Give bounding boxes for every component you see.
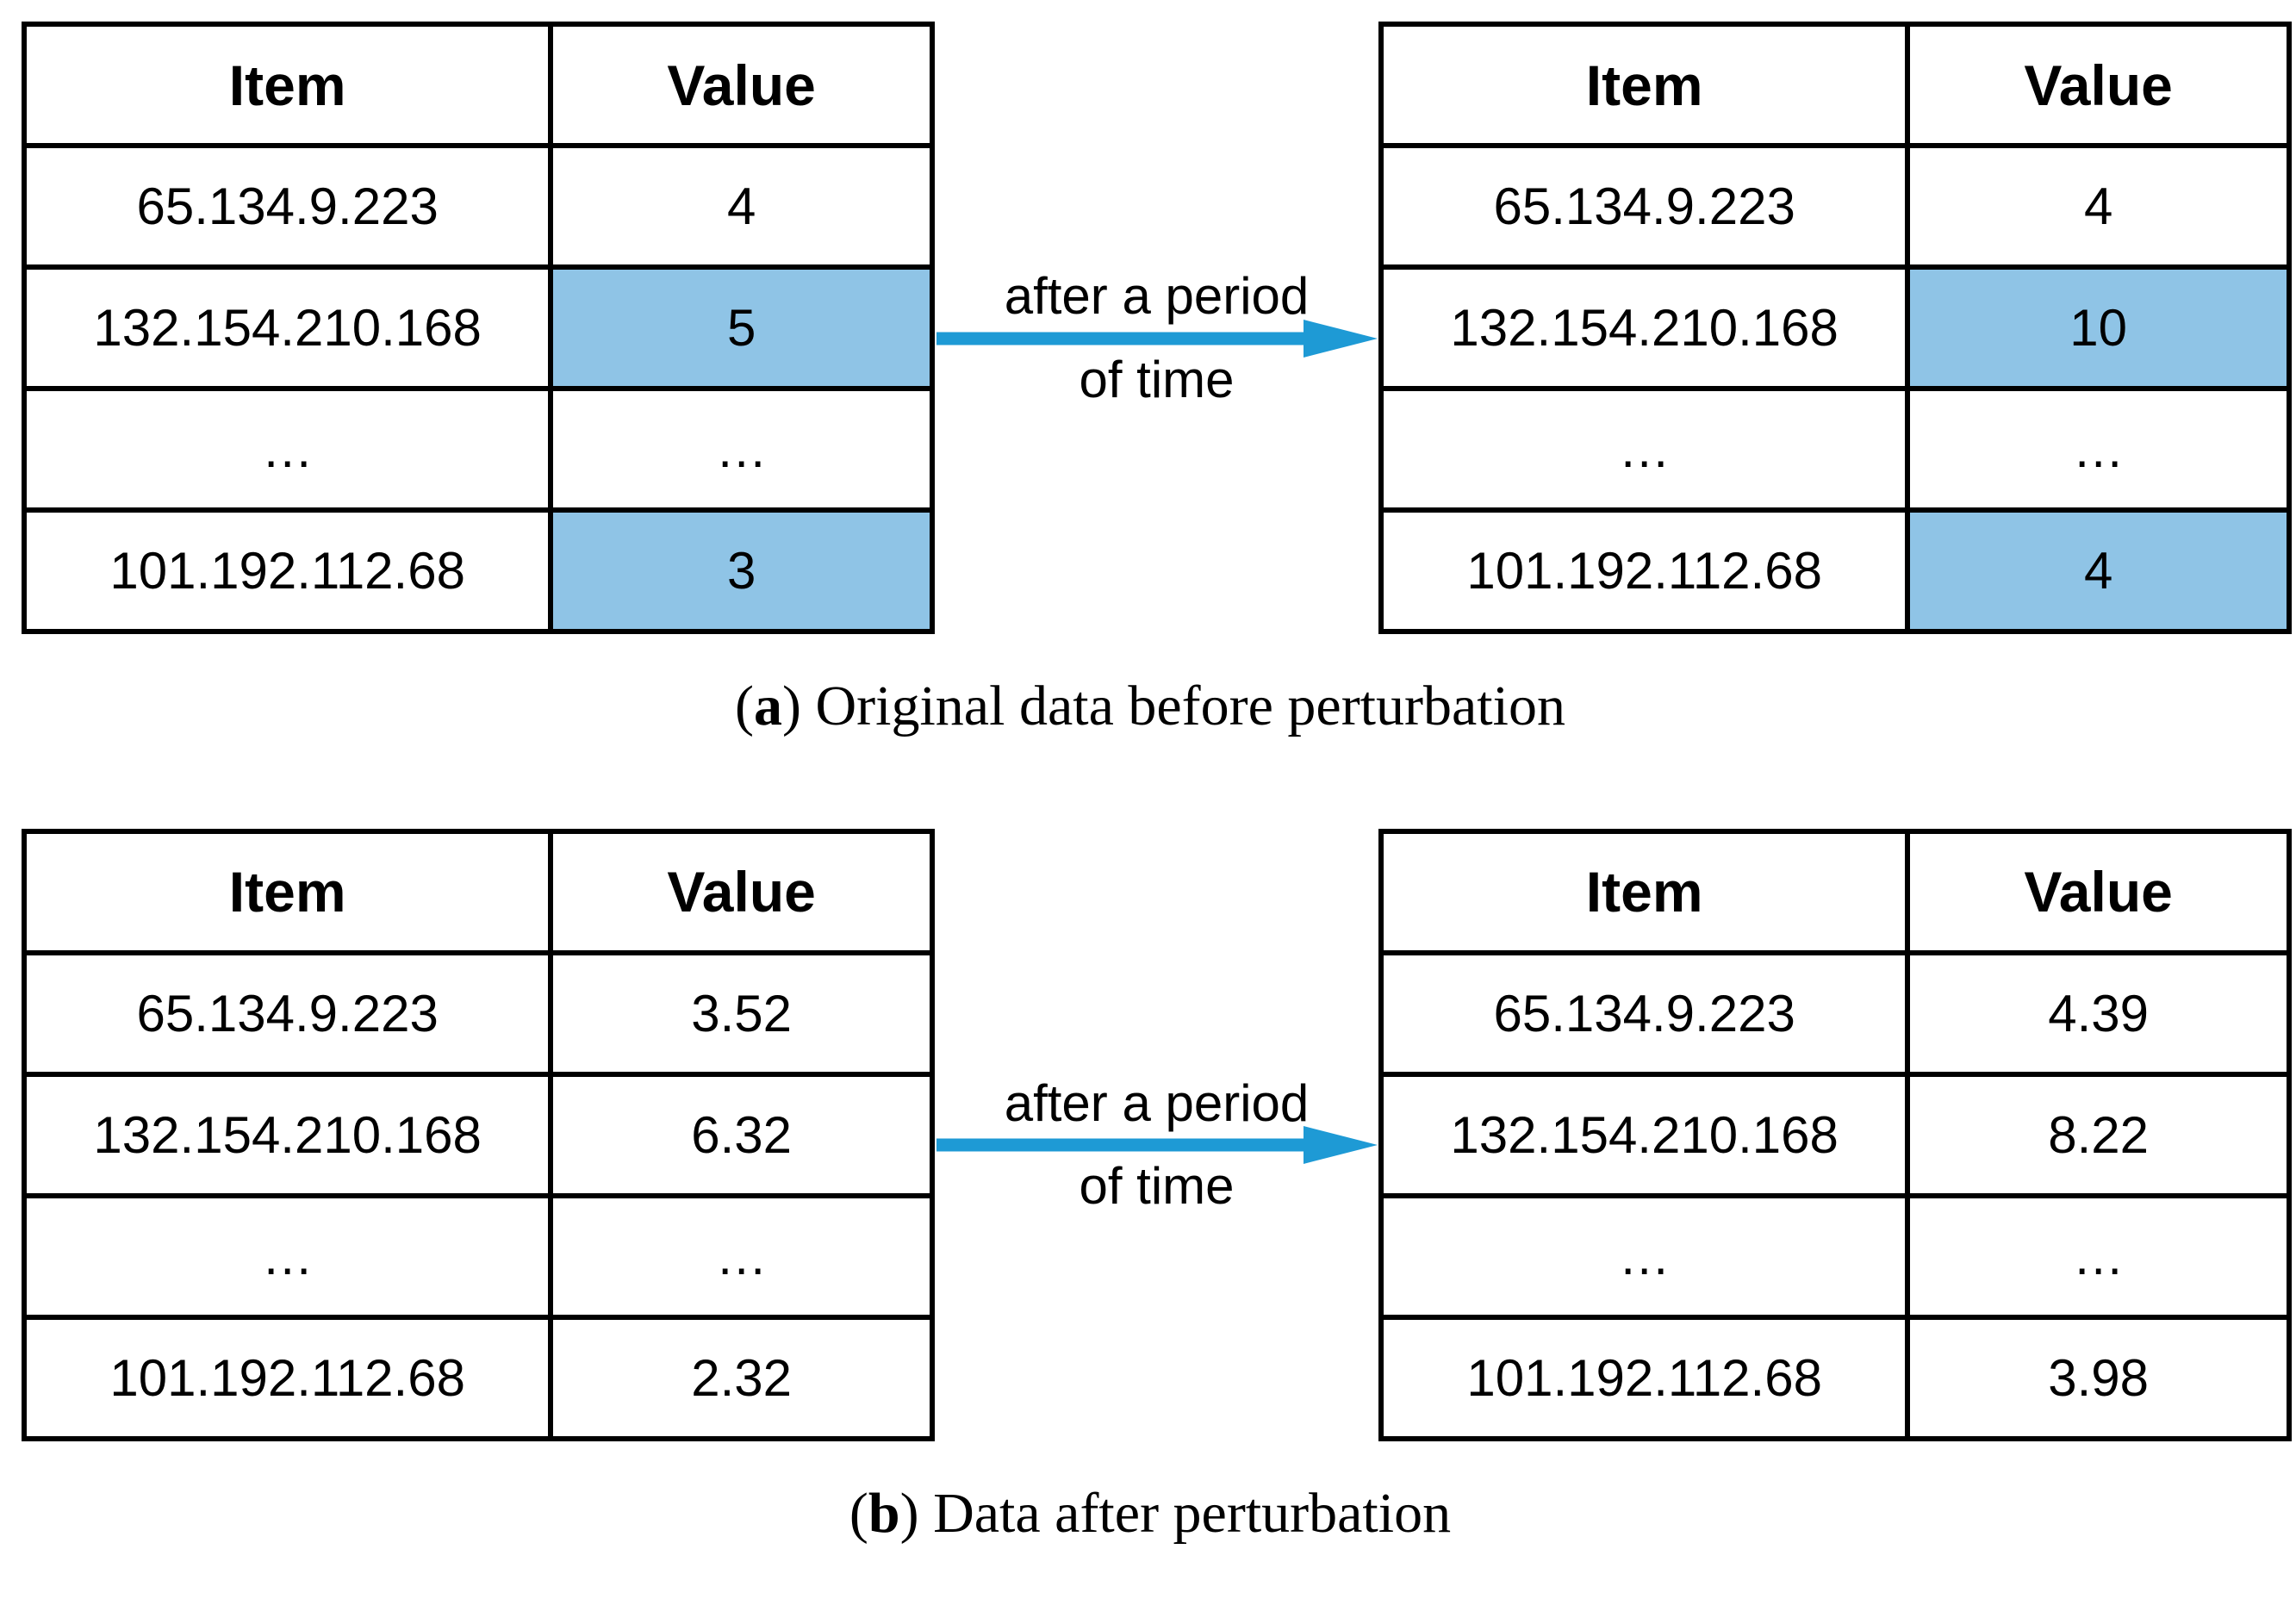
- value-header: Value: [548, 828, 935, 955]
- item-cell: 101.192.112.68: [21, 507, 554, 634]
- table-perturbed-right: Item Value 65.134.9.223 4.39 132.154.210.1…: [1378, 828, 2292, 1441]
- arrow-b-block: after a period of time: [935, 1073, 1378, 1216]
- table-row: 101.192.112.68 3: [21, 507, 935, 634]
- item-cell: 132.154.210.168: [1378, 1071, 1911, 1198]
- value-header: Value: [548, 22, 935, 148]
- table-original-right: Item Value 65.134.9.223 4 132.154.210.168 1…: [1378, 22, 2292, 634]
- arrow-right-icon: [936, 319, 1378, 358]
- item-cell: …: [1378, 1192, 1911, 1320]
- value-cell: 4: [1905, 507, 2292, 634]
- item-cell: 132.154.210.168: [21, 264, 554, 391]
- table-row: 65.134.9.223 3.52: [21, 949, 935, 1077]
- panel-b-row: Item Value 65.134.9.223 3.52 132.154.210.1…: [21, 828, 2292, 1441]
- caption-a-text: ) Original data before perturbation: [782, 675, 1565, 737]
- table-row: 101.192.112.68 4: [1378, 507, 2292, 634]
- item-cell: …: [21, 386, 554, 513]
- item-header: Item: [1378, 828, 1911, 955]
- caption-a: (a) Original data before perturbation: [22, 674, 2279, 739]
- table-row: 65.134.9.223 4: [1378, 143, 2292, 270]
- table-perturbed-left: Item Value 65.134.9.223 3.52 132.154.210.1…: [21, 828, 935, 1441]
- table-row: 65.134.9.223 4: [21, 143, 935, 270]
- table-header-row: Item Value: [21, 22, 935, 148]
- value-cell: 3: [548, 507, 935, 634]
- item-cell: …: [1378, 386, 1911, 513]
- item-header: Item: [21, 22, 554, 148]
- value-cell: 4.39: [1905, 949, 2292, 1077]
- item-cell: 65.134.9.223: [21, 949, 554, 1077]
- item-cell: 65.134.9.223: [1378, 143, 1911, 270]
- value-cell: 6.32: [548, 1071, 935, 1198]
- panel-b: Item Value 65.134.9.223 3.52 132.154.210.1…: [21, 828, 2296, 1546]
- value-cell: …: [548, 386, 935, 513]
- arrow-a-block: after a period of time: [935, 266, 1378, 408]
- value-cell: 10: [1905, 264, 2292, 391]
- item-cell: 101.192.112.68: [1378, 1314, 1911, 1441]
- value-header: Value: [1905, 22, 2292, 148]
- caption-b-prefix: (: [849, 1481, 868, 1545]
- panel-a-row: Item Value 65.134.9.223 4 132.154.210.168 5…: [21, 22, 2292, 634]
- table-row: 132.154.210.168 6.32: [21, 1071, 935, 1198]
- item-header: Item: [1378, 22, 1911, 148]
- item-cell: 101.192.112.68: [1378, 507, 1911, 634]
- table-row: 132.154.210.168 5: [21, 264, 935, 391]
- item-cell: 101.192.112.68: [21, 1314, 554, 1441]
- table-header-row: Item Value: [21, 828, 935, 955]
- item-cell: 132.154.210.168: [1378, 264, 1911, 391]
- table-header-row: Item Value: [1378, 22, 2292, 148]
- item-cell: 65.134.9.223: [21, 143, 554, 270]
- arrow-a-label-line1: after a period: [1004, 266, 1310, 325]
- item-cell: 65.134.9.223: [1378, 949, 1911, 1077]
- value-cell: 2.32: [548, 1314, 935, 1441]
- arrow-a-label-line2: of time: [1079, 350, 1235, 408]
- table-row: ……: [21, 386, 935, 513]
- table-original-left: Item Value 65.134.9.223 4 132.154.210.168 5…: [21, 22, 935, 634]
- table-row: 101.192.112.68 3.98: [1378, 1314, 2292, 1441]
- table-row: 132.154.210.168 10: [1378, 264, 2292, 391]
- table-row: 132.154.210.168 8.22: [1378, 1071, 2292, 1198]
- value-cell: 4: [1905, 143, 2292, 270]
- value-cell: 5: [548, 264, 935, 391]
- item-cell: 132.154.210.168: [21, 1071, 554, 1198]
- value-cell: 4: [548, 143, 935, 270]
- item-cell: …: [21, 1192, 554, 1320]
- table-row: ……: [1378, 386, 2292, 513]
- value-cell: 3.98: [1905, 1314, 2292, 1441]
- value-cell: …: [1905, 1192, 2292, 1320]
- table-header-row: Item Value: [1378, 828, 2292, 955]
- caption-a-prefix: (: [735, 675, 755, 737]
- arrow-b-label-line2: of time: [1079, 1157, 1235, 1216]
- value-cell: …: [1905, 386, 2292, 513]
- caption-b-letter: b: [868, 1481, 900, 1545]
- value-cell: 8.22: [1905, 1071, 2292, 1198]
- arrow-b-label-line1: after a period: [1004, 1073, 1310, 1132]
- caption-b: (b) Data after perturbation: [22, 1481, 2279, 1546]
- table-row: ……: [21, 1192, 935, 1320]
- table-row: 101.192.112.68 2.32: [21, 1314, 935, 1441]
- panel-a: Item Value 65.134.9.223 4 132.154.210.168 5…: [21, 22, 2296, 739]
- caption-b-text: ) Data after perturbation: [899, 1481, 1452, 1545]
- table-row: ……: [1378, 1192, 2292, 1320]
- arrow-right-icon: [936, 1126, 1378, 1165]
- value-cell: …: [548, 1192, 935, 1320]
- item-header: Item: [21, 828, 554, 955]
- value-header: Value: [1905, 828, 2292, 955]
- table-row: 65.134.9.223 4.39: [1378, 949, 2292, 1077]
- caption-a-letter: a: [754, 675, 783, 737]
- value-cell: 3.52: [548, 949, 935, 1077]
